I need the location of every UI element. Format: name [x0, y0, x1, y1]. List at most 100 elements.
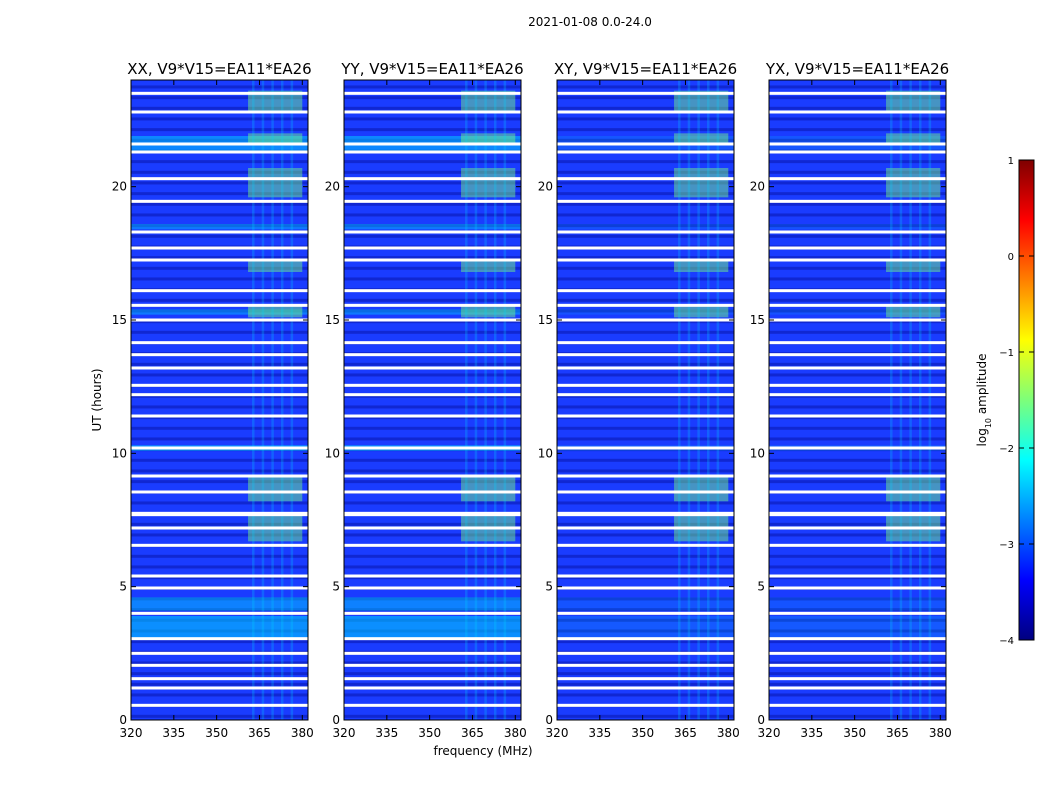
noise-stripe [769, 501, 946, 505]
colorbar-tick-label: 0 [1008, 252, 1014, 263]
noise-stripe [344, 565, 521, 569]
flagged-row [769, 142, 946, 146]
y-tick-label: 15 [112, 313, 127, 327]
flagged-row [344, 258, 521, 262]
noise-stripe [557, 501, 734, 505]
rfi-channel [687, 80, 691, 720]
noise-stripe [131, 330, 308, 334]
colorbar-tick-label: −2 [999, 444, 1014, 455]
noise-stripe [769, 437, 946, 441]
noise-stripe [344, 234, 521, 238]
panel-title: YY, V9*V15=EA11*EA26 [340, 60, 523, 78]
flagged-row [131, 637, 308, 641]
noise-stripe [344, 682, 521, 686]
x-tick-label: 350 [843, 726, 866, 740]
flagged-row [769, 574, 946, 578]
noise-stripe [557, 96, 734, 100]
y-tick-label: 10 [112, 446, 127, 460]
noise-stripe [769, 693, 946, 697]
noise-stripe [769, 565, 946, 569]
flagged-row [557, 490, 734, 494]
noise-stripe [557, 85, 734, 89]
noise-stripe [769, 202, 946, 206]
rfi-patch [248, 304, 303, 318]
noise-stripe [557, 597, 734, 601]
noise-stripe [557, 565, 734, 569]
flagged-row [557, 543, 734, 547]
rfi-patch [461, 168, 516, 198]
flagged-row [557, 110, 734, 114]
rfi-patch [674, 474, 729, 502]
y-tick-label: 20 [538, 180, 553, 194]
noise-stripe [131, 597, 308, 601]
flagged-row [769, 651, 946, 655]
noise-stripe [131, 480, 308, 484]
flagged-row [131, 289, 308, 293]
noise-stripe [769, 362, 946, 366]
noise-stripe [557, 309, 734, 313]
flagged-row [557, 474, 734, 478]
noise-stripe [769, 522, 946, 526]
rfi-patch [461, 261, 516, 272]
noise-stripe [769, 117, 946, 121]
noise-stripe [769, 618, 946, 622]
noise-stripe [344, 96, 521, 100]
noise-stripe [131, 160, 308, 164]
panel-yy: YY, V9*V15=EA11*EA26 320 335 350 365 380 0 5 10 1… [325, 60, 527, 740]
noise-stripe [131, 202, 308, 206]
noise-stripe [131, 224, 308, 228]
noise-stripe [557, 448, 734, 452]
flagged-row [557, 677, 734, 681]
noise-stripe [131, 522, 308, 526]
flagged-row [344, 511, 521, 515]
flagged-row [131, 318, 308, 322]
colorbar: 1 0 −1 −2 −3 −4 log10 amplitude [975, 156, 1035, 647]
rfi-channel [503, 80, 507, 720]
noise-stripe [557, 224, 734, 228]
flagged-row [769, 511, 946, 515]
noise-stripe [131, 394, 308, 398]
flagged-row [769, 303, 946, 307]
noise-stripe [769, 106, 946, 110]
noise-stripe [131, 469, 308, 473]
flagged-row [344, 663, 521, 667]
flagged-row [131, 543, 308, 547]
rfi-channel [261, 80, 265, 720]
rfi-patch [461, 304, 516, 318]
noise-stripe [557, 693, 734, 697]
noise-stripe [131, 277, 308, 281]
flagged-row [344, 150, 521, 154]
noise-stripe [131, 533, 308, 537]
noise-stripe [344, 640, 521, 644]
noise-stripe [769, 192, 946, 196]
figure-title: 2021-01-08 0.0-24.0 [528, 15, 652, 29]
bright-band [131, 224, 308, 230]
noise-stripe [769, 682, 946, 686]
flagged-row [131, 663, 308, 667]
flagged-row [131, 246, 308, 250]
noise-stripe [344, 672, 521, 676]
flagged-row [131, 611, 308, 615]
noise-stripe [769, 672, 946, 676]
flagged-row [131, 230, 308, 234]
noise-stripe [557, 138, 734, 142]
flagged-row [769, 258, 946, 262]
noise-stripe [557, 618, 734, 622]
rfi-channel [899, 80, 903, 720]
noise-stripe [344, 608, 521, 612]
flagged-row [344, 366, 521, 370]
flagged-row [769, 199, 946, 203]
flagged-row [131, 177, 308, 181]
noise-stripe [344, 213, 521, 217]
noise-stripe [769, 576, 946, 580]
noise-stripe [557, 192, 734, 196]
x-tick-label: 320 [546, 726, 569, 740]
flagged-row [769, 446, 946, 450]
flagged-row [557, 341, 734, 345]
noise-stripe [344, 160, 521, 164]
flagged-row [557, 303, 734, 307]
flagged-row [344, 574, 521, 578]
flagged-row [769, 230, 946, 234]
panel-title: XX, V9*V15=EA11*EA26 [127, 60, 311, 78]
